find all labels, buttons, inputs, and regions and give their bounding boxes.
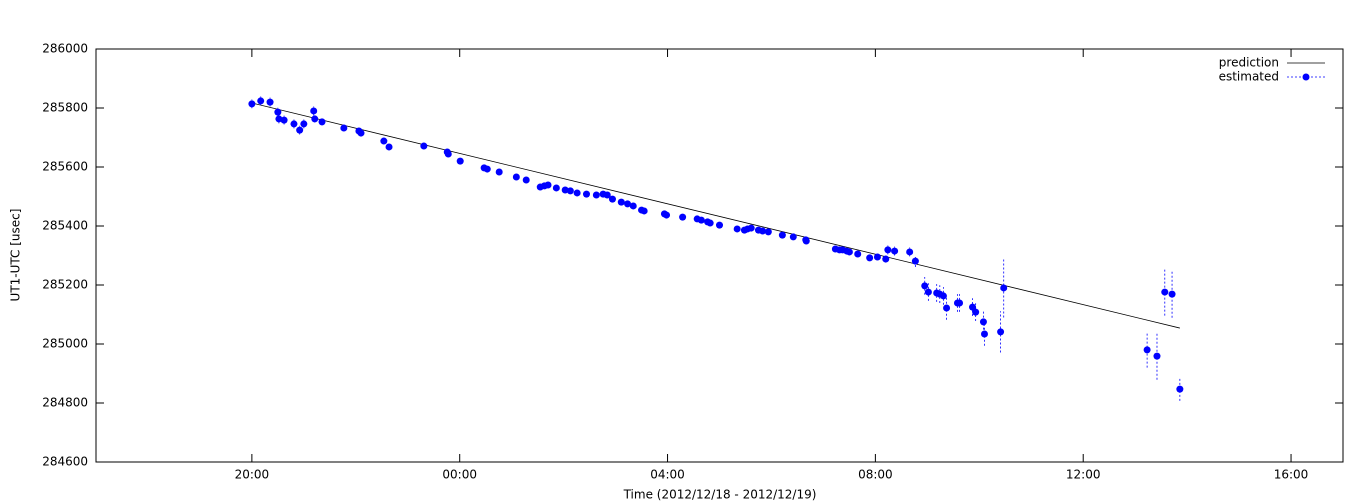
point bbox=[290, 120, 298, 128]
y-tick-label: 285600 bbox=[42, 160, 88, 174]
point bbox=[522, 176, 530, 184]
plot-frame bbox=[95, 48, 1344, 463]
point bbox=[512, 173, 520, 181]
point bbox=[266, 98, 274, 106]
point bbox=[310, 107, 318, 115]
y-tick-label: 285000 bbox=[42, 337, 88, 351]
y-axis-label: UT1-UTC [usec] bbox=[9, 209, 23, 302]
point bbox=[956, 299, 964, 307]
x-axis-label: Time (2012/12/18 - 2012/12/19) bbox=[623, 488, 817, 502]
point bbox=[733, 225, 741, 233]
point bbox=[802, 237, 810, 245]
point bbox=[624, 200, 632, 208]
point bbox=[891, 247, 899, 255]
x-tick-label: 04:00 bbox=[650, 468, 685, 482]
point bbox=[972, 308, 980, 316]
point bbox=[1000, 284, 1008, 292]
point bbox=[845, 248, 853, 256]
point bbox=[747, 224, 755, 232]
point bbox=[566, 187, 574, 195]
point bbox=[679, 213, 687, 221]
point bbox=[603, 191, 611, 199]
point bbox=[257, 97, 265, 105]
point bbox=[906, 248, 914, 256]
point bbox=[280, 116, 288, 124]
point bbox=[969, 303, 977, 311]
x-tick-label: 00:00 bbox=[442, 468, 477, 482]
prediction-line bbox=[251, 102, 1180, 329]
point bbox=[552, 184, 560, 192]
legend-label: estimated bbox=[1219, 70, 1279, 84]
point bbox=[789, 233, 797, 241]
point bbox=[979, 318, 987, 326]
legend-label: prediction bbox=[1219, 56, 1279, 70]
point bbox=[884, 246, 892, 254]
point bbox=[318, 118, 326, 126]
point bbox=[921, 282, 929, 290]
point bbox=[759, 227, 767, 235]
point bbox=[420, 142, 428, 150]
point bbox=[495, 168, 503, 176]
point bbox=[357, 129, 365, 137]
x-tick-label: 20:00 bbox=[235, 468, 270, 482]
point bbox=[1176, 385, 1184, 393]
x-tick-label: 16:00 bbox=[1274, 468, 1309, 482]
y-tick-label: 285200 bbox=[42, 278, 88, 292]
point bbox=[617, 198, 625, 206]
point bbox=[997, 328, 1005, 336]
y-tick-label: 284600 bbox=[42, 455, 88, 469]
x-tick-label: 12:00 bbox=[1066, 468, 1101, 482]
point bbox=[608, 195, 616, 203]
point bbox=[385, 143, 393, 151]
point bbox=[640, 207, 648, 215]
point bbox=[483, 165, 491, 173]
point bbox=[706, 219, 714, 227]
point bbox=[561, 186, 569, 194]
y-tick-label: 285800 bbox=[42, 101, 88, 115]
point bbox=[882, 255, 890, 263]
point bbox=[1161, 288, 1169, 296]
point bbox=[340, 124, 348, 132]
point bbox=[456, 157, 464, 165]
point bbox=[311, 115, 319, 123]
point bbox=[873, 253, 881, 261]
point bbox=[1143, 346, 1151, 354]
point bbox=[1168, 290, 1176, 298]
point bbox=[629, 202, 637, 210]
point bbox=[663, 211, 671, 219]
point bbox=[248, 100, 256, 108]
point bbox=[300, 120, 308, 128]
point bbox=[924, 288, 932, 296]
point bbox=[911, 257, 919, 265]
point bbox=[939, 292, 947, 300]
point bbox=[764, 228, 772, 236]
point bbox=[544, 181, 552, 189]
point bbox=[943, 304, 951, 312]
point bbox=[980, 330, 988, 338]
legend-marker bbox=[1302, 73, 1310, 81]
point bbox=[444, 150, 452, 158]
y-tick-label: 286000 bbox=[42, 42, 88, 56]
y-tick-label: 285400 bbox=[42, 219, 88, 233]
x-tick-label: 08:00 bbox=[858, 468, 893, 482]
point bbox=[582, 190, 590, 198]
point bbox=[573, 189, 581, 197]
point bbox=[1153, 352, 1161, 360]
point bbox=[697, 216, 705, 224]
point bbox=[778, 231, 786, 239]
point bbox=[592, 191, 600, 199]
point bbox=[854, 250, 862, 258]
point bbox=[296, 126, 304, 134]
y-tick-label: 284800 bbox=[42, 396, 88, 410]
point bbox=[716, 221, 723, 229]
point bbox=[866, 254, 874, 262]
point bbox=[274, 108, 282, 116]
point bbox=[380, 137, 388, 145]
